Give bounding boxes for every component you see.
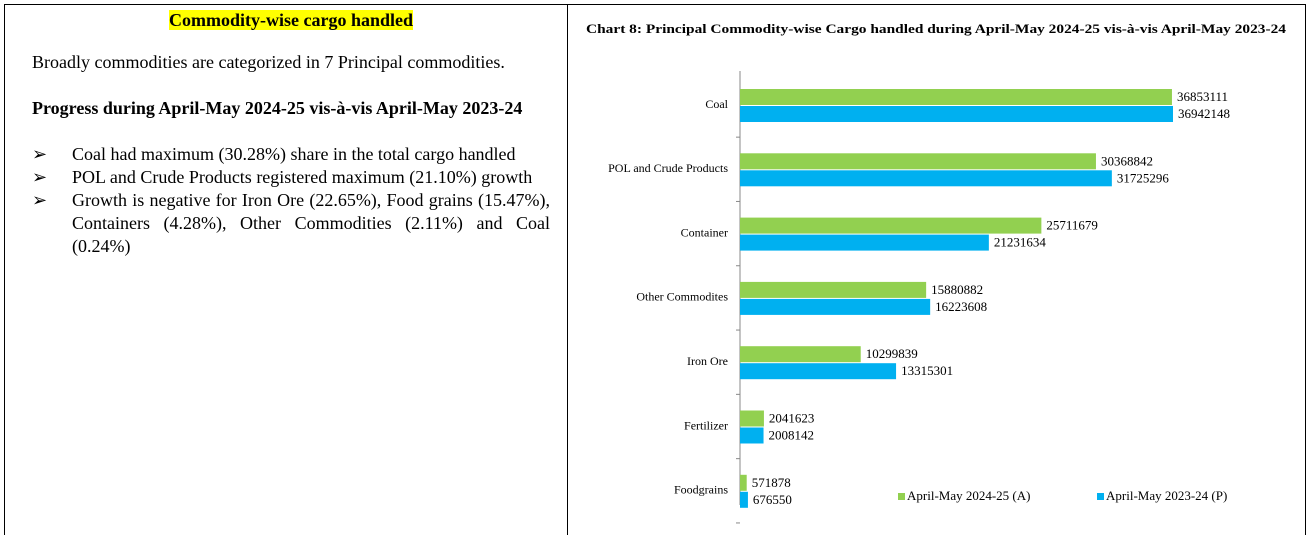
value-label: 30368842 xyxy=(1101,153,1153,168)
value-label: 36942148 xyxy=(1178,106,1230,121)
value-label: 2008142 xyxy=(769,427,815,442)
legend-label: April-May 2024-25 (A) xyxy=(907,488,1030,503)
category-label: Coal xyxy=(705,97,728,111)
value-label: 21231634 xyxy=(994,235,1047,250)
category-label: Fertilizer xyxy=(684,418,728,432)
category-label: Foodgrains xyxy=(674,483,728,497)
bar xyxy=(740,363,897,380)
bar xyxy=(740,491,748,508)
value-label: 36853111 xyxy=(1177,89,1228,104)
text-panel: Commodity-wise cargo handled Broadly com… xyxy=(32,8,550,258)
border xyxy=(567,4,568,535)
border xyxy=(1305,4,1306,535)
legend-swatch xyxy=(1097,493,1104,500)
value-label: 571878 xyxy=(752,475,791,490)
value-label: 16223608 xyxy=(935,299,987,314)
heading: Commodity-wise cargo handled xyxy=(32,9,550,32)
chart: Chart 8: Principal Commodity-wise Cargo … xyxy=(586,22,1287,524)
bar xyxy=(740,281,927,298)
value-label: 2041623 xyxy=(769,410,815,425)
bar xyxy=(740,89,1172,105)
bar xyxy=(740,427,764,444)
bullet: Coal had maximum (30.28%) share in the t… xyxy=(32,143,550,166)
bullet: POL and Crude Products registered maximu… xyxy=(32,166,550,189)
value-label: 31725296 xyxy=(1117,170,1170,185)
category-label: Other Commodites xyxy=(636,290,728,304)
bar xyxy=(740,410,764,427)
category-label: Container xyxy=(681,225,728,239)
value-label: 676550 xyxy=(753,492,792,507)
bar xyxy=(740,234,989,251)
border xyxy=(4,4,5,535)
category-label: Iron Ore xyxy=(687,354,728,368)
value-label: 15880882 xyxy=(931,282,983,297)
bar xyxy=(740,298,931,315)
category-label: POL and Crude Products xyxy=(608,161,728,175)
legend-label: April-May 2023-24 (P) xyxy=(1106,488,1227,503)
legend-swatch xyxy=(898,493,905,500)
value-label: 25711679 xyxy=(1046,218,1098,233)
bullet: Growth is negative for Iron Ore (22.65%)… xyxy=(32,189,550,258)
subheading: Progress during April-May 2024-25 vis-à-… xyxy=(32,98,523,118)
value-label: 13315301 xyxy=(901,363,953,378)
bullet-list: Coal had maximum (30.28%) share in the t… xyxy=(32,143,550,258)
bar xyxy=(740,217,1042,234)
intro: Broadly commodities are categorized in 7… xyxy=(32,52,505,72)
bar xyxy=(740,346,861,363)
bar xyxy=(740,170,1112,187)
bar xyxy=(740,106,1173,122)
chart-title: Chart 8: Principal Commodity-wise Cargo … xyxy=(586,22,1287,36)
border xyxy=(4,4,1306,5)
bar xyxy=(740,153,1096,170)
value-label: 10299839 xyxy=(866,346,918,361)
heading-text: Commodity-wise cargo handled xyxy=(169,10,413,30)
bar xyxy=(740,474,747,491)
